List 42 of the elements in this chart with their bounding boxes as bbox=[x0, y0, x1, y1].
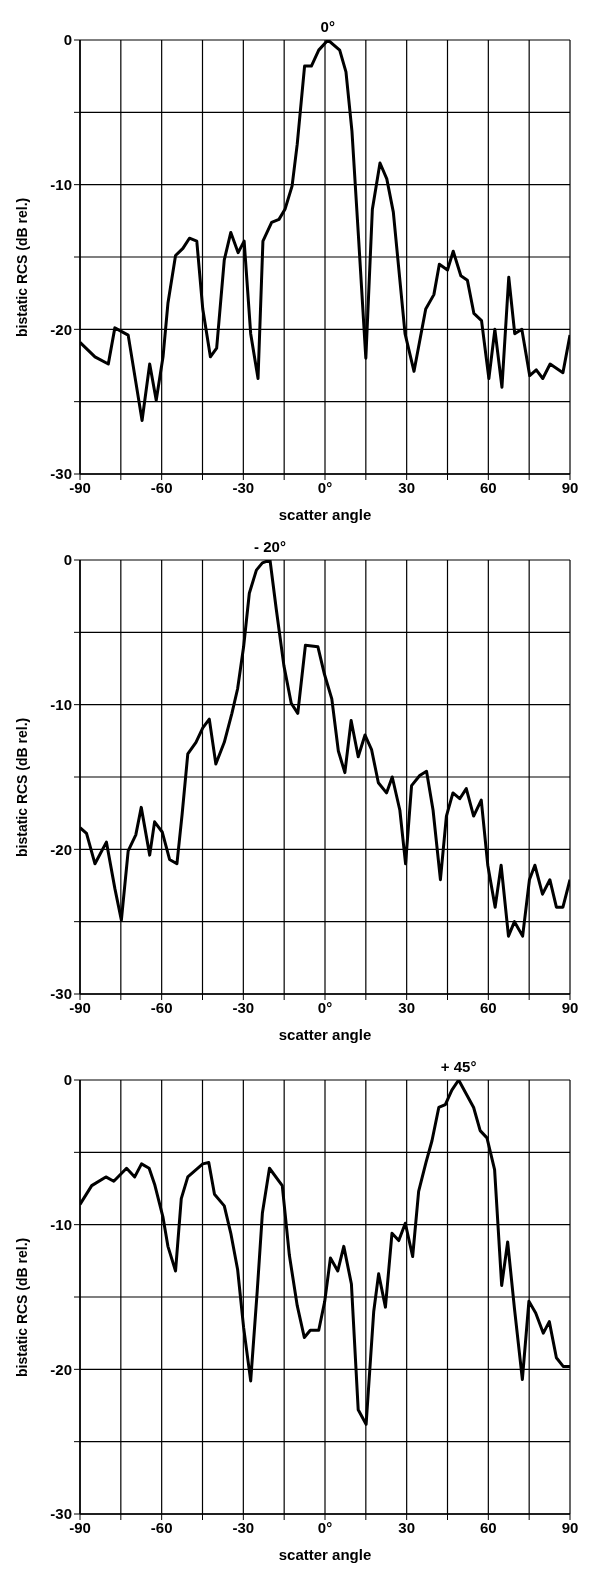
x-tick-label: 90 bbox=[561, 1518, 579, 1536]
annotation: - 20° bbox=[254, 538, 286, 555]
y-axis-title: bistatic RCS (dB rel.) bbox=[13, 1237, 30, 1377]
y-tick-label: -10 bbox=[50, 1215, 72, 1233]
x-tick-label: 60 bbox=[479, 478, 497, 496]
x-tick-label: 0° bbox=[317, 1518, 333, 1536]
x-tick-label: -60 bbox=[150, 998, 173, 1016]
x-axis-title: scatter angle bbox=[278, 506, 372, 523]
x-tick-label: 90 bbox=[561, 998, 579, 1016]
y-axis-title: bistatic RCS (dB rel.) bbox=[13, 197, 30, 337]
y-tick-label: -20 bbox=[50, 840, 72, 858]
y-tick-label: -30 bbox=[50, 1505, 72, 1523]
x-tick-label: 0° bbox=[317, 478, 333, 496]
x-tick-label: -30 bbox=[232, 998, 255, 1016]
x-tick-label: 0° bbox=[317, 998, 333, 1016]
annotation: + 45° bbox=[440, 1058, 477, 1075]
y-tick-label: 0 bbox=[63, 551, 72, 569]
x-tick-label: -60 bbox=[150, 1518, 173, 1536]
y-tick-label: 0 bbox=[63, 31, 72, 49]
x-tick-label: -30 bbox=[232, 1518, 255, 1536]
x-axis-title: scatter angle bbox=[278, 1026, 372, 1043]
x-tick-label: 30 bbox=[398, 1518, 416, 1536]
y-tick-label: -10 bbox=[50, 695, 72, 713]
y-tick-label: -20 bbox=[50, 320, 72, 338]
x-tick-label: 60 bbox=[479, 998, 497, 1016]
y-tick-label: 0 bbox=[63, 1071, 72, 1089]
x-tick-label: 30 bbox=[398, 478, 416, 496]
x-tick-label: -90 bbox=[69, 1518, 91, 1536]
y-tick-label: -30 bbox=[50, 985, 72, 1003]
x-tick-label: -90 bbox=[69, 998, 91, 1016]
x-tick-label: 60 bbox=[479, 1518, 497, 1536]
annotation: 0° bbox=[320, 18, 335, 35]
x-tick-label: -30 bbox=[232, 478, 255, 496]
x-tick-label: -60 bbox=[150, 478, 173, 496]
y-tick-label: -10 bbox=[50, 175, 72, 193]
y-tick-label: -20 bbox=[50, 1360, 72, 1378]
y-tick-label: -30 bbox=[50, 465, 72, 483]
y-axis-title: bistatic RCS (dB rel.) bbox=[13, 717, 30, 857]
x-tick-label: 30 bbox=[398, 998, 416, 1016]
x-axis-title: scatter angle bbox=[278, 1546, 372, 1563]
x-tick-label: 90 bbox=[561, 478, 579, 496]
x-tick-label: -90 bbox=[69, 478, 91, 496]
